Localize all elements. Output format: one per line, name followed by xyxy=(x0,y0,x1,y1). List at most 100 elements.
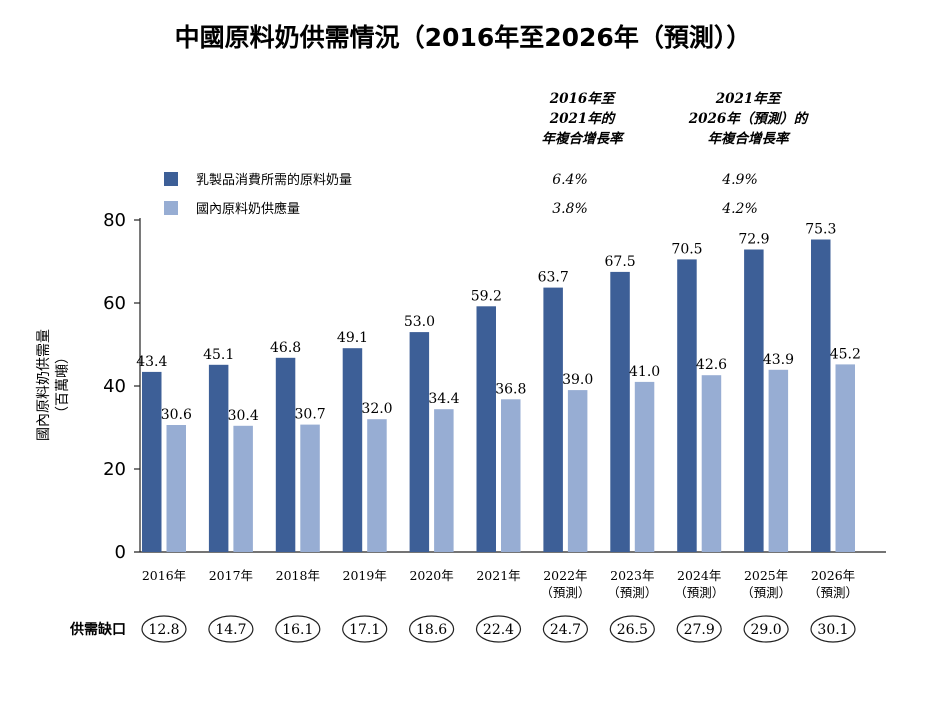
x-tick-label: 2024年 xyxy=(677,568,721,583)
y-tick-label: 40 xyxy=(103,376,126,397)
data-label-demand: 43.4 xyxy=(136,354,167,370)
x-tick-label: 2023年 xyxy=(610,568,654,583)
cagr-header-2-line-3: 年複合增長率 xyxy=(708,131,791,147)
x-tick-note: （預測） xyxy=(741,585,791,600)
chart-title: 中國原料奶供需情況（2016年至2026年（預測）） xyxy=(175,23,752,52)
bar-demand xyxy=(342,348,363,552)
supply-gap-value: 29.0 xyxy=(751,622,782,638)
x-tick-label: 2018年 xyxy=(276,568,320,583)
legend-label-demand: 乳製品消費所需的原料奶量 xyxy=(196,172,352,188)
data-label-demand: 72.9 xyxy=(738,232,769,248)
cagr-table: 2016年至 2021年的 年複合增長率 2021年至 2026年（預測）的 年… xyxy=(542,91,810,217)
cagr-header-1-line-1: 2016年至 xyxy=(549,91,617,107)
bar-supply xyxy=(300,424,320,552)
data-label-demand: 70.5 xyxy=(671,241,702,257)
supply-gap-oval xyxy=(542,615,589,643)
supply-gap-label: 供需缺口 xyxy=(69,621,126,638)
supply-gap-value: 18.6 xyxy=(416,622,447,638)
bar-demand xyxy=(677,259,697,552)
bar-demand xyxy=(543,287,563,552)
bar-supply xyxy=(768,369,789,552)
bar-demand xyxy=(142,371,162,552)
y-axis-unit: （百萬噸） xyxy=(55,350,71,420)
bar-supply xyxy=(233,425,253,552)
x-tick-label: 2019年 xyxy=(343,568,387,583)
x-tick-note: （預測） xyxy=(607,585,657,600)
data-label-supply: 30.6 xyxy=(161,407,192,423)
bar-supply xyxy=(701,375,722,552)
x-tick-note: （預測） xyxy=(674,585,724,600)
supply-gap-row: 供需缺口 12.8 14.7 16.1 17.1 18.6 22.4 24.7 26.5 27.… xyxy=(69,615,856,643)
supply-gap-oval xyxy=(676,615,722,643)
cagr-header-2-line-2: 2026年（預測）的 xyxy=(688,111,810,127)
cagr-supply-2021-2026: 4.2% xyxy=(721,201,758,217)
cagr-demand-2021-2026: 4.9% xyxy=(721,172,758,188)
data-label-demand: 67.5 xyxy=(605,254,636,270)
x-tick-label: 2026年 xyxy=(811,568,855,583)
y-tick-label: 0 xyxy=(115,542,126,563)
category-labels: 2016年 2017年 2018年 2019年 2020年 2021年 2022年 （預測） 2… xyxy=(142,568,858,600)
data-label-supply: 45.2 xyxy=(830,346,861,362)
bar-supply xyxy=(367,419,387,552)
supply-gap-value: 22.4 xyxy=(483,622,514,638)
legend-swatch-demand xyxy=(164,172,178,186)
data-label-demand: 45.1 xyxy=(203,347,234,363)
data-label-supply: 30.4 xyxy=(228,408,259,424)
data-label-supply: 34.4 xyxy=(428,391,459,407)
supply-gap-oval xyxy=(475,615,522,643)
legend-swatch-supply xyxy=(164,201,178,215)
legend-label-supply: 國內原料奶供應量 xyxy=(196,201,300,217)
y-axis-title: 國內原料奶供需量 （百萬噸） xyxy=(36,329,71,441)
supply-gap-value: 30.1 xyxy=(817,622,848,638)
x-tick-label: 2020年 xyxy=(409,568,453,583)
bar-demand xyxy=(476,306,496,552)
data-label-supply: 43.9 xyxy=(763,352,794,368)
data-labels: 43.4 30.6 45.1 30.4 46.8 30.7 49.1 32.0 53.0 34.4… xyxy=(136,222,861,424)
cagr-demand-2016-2021: 6.4% xyxy=(552,172,588,188)
supply-gap-oval xyxy=(743,615,789,643)
cagr-header-2-line-1: 2021年至 xyxy=(715,91,783,107)
cagr-header-1-line-2: 2021年的 xyxy=(549,111,617,127)
y-axis-label: 國內原料奶供需量 xyxy=(36,329,52,441)
y-tick-label: 60 xyxy=(103,293,126,314)
bar-supply xyxy=(835,364,855,552)
bar-demand xyxy=(811,239,831,552)
x-tick-label: 2021年 xyxy=(476,568,520,583)
data-label-supply: 42.6 xyxy=(696,357,727,373)
bar-demand xyxy=(409,332,430,552)
bar-supply xyxy=(634,381,655,552)
supply-gap-oval xyxy=(275,615,321,643)
data-label-supply: 41.0 xyxy=(629,364,660,380)
bar-demand xyxy=(208,364,229,552)
supply-gap-oval xyxy=(810,615,856,643)
data-label-demand: 63.7 xyxy=(538,270,569,286)
data-label-supply: 32.0 xyxy=(361,401,392,417)
data-label-supply: 30.7 xyxy=(295,407,326,423)
cagr-supply-2016-2021: 3.8% xyxy=(552,201,588,217)
supply-gap-value: 26.5 xyxy=(617,622,648,638)
supply-gap-value: 17.1 xyxy=(349,622,380,638)
y-tick-label: 80 xyxy=(103,210,126,231)
data-label-demand: 59.2 xyxy=(471,288,502,304)
legend: 乳製品消費所需的原料奶量 國內原料奶供應量 xyxy=(164,172,352,217)
data-label-supply: 36.8 xyxy=(495,381,526,397)
data-label-supply: 39.0 xyxy=(562,372,593,388)
bar-supply xyxy=(434,409,454,552)
x-tick-note: （預測） xyxy=(540,585,590,600)
supply-gap-value: 12.8 xyxy=(148,622,179,638)
x-tick-label: 2022年 xyxy=(543,568,587,583)
x-tick-label: 2017年 xyxy=(209,568,253,583)
data-label-demand: 49.1 xyxy=(337,330,368,346)
data-label-demand: 75.3 xyxy=(805,222,836,238)
supply-gap-oval xyxy=(609,615,655,643)
bar-demand xyxy=(610,271,630,552)
supply-gap-value: 24.7 xyxy=(550,622,581,638)
x-tick-note: （預測） xyxy=(808,585,858,600)
x-tick-label: 2016年 xyxy=(142,568,186,583)
supply-gap-oval xyxy=(208,615,254,643)
x-tick-label: 2025年 xyxy=(744,568,788,583)
bar-supply xyxy=(567,390,588,552)
bar-demand xyxy=(275,357,296,552)
bar-demand xyxy=(744,249,764,552)
